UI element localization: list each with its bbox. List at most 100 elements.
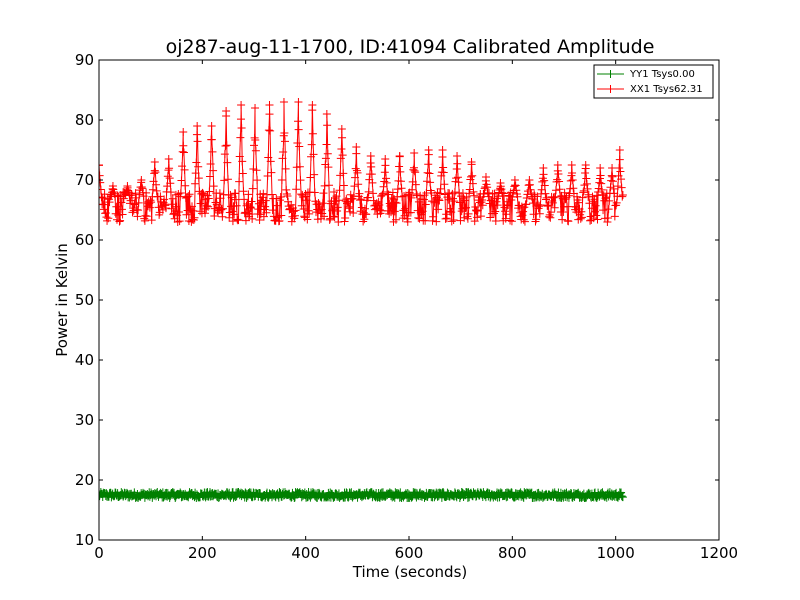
data-point bbox=[502, 197, 511, 206]
data-point bbox=[246, 204, 255, 213]
data-point bbox=[460, 196, 469, 205]
data-point bbox=[299, 205, 308, 214]
data-point bbox=[276, 193, 285, 202]
data-point bbox=[593, 215, 602, 224]
data-point bbox=[188, 202, 196, 211]
data-point bbox=[181, 181, 190, 190]
data-point bbox=[592, 211, 601, 220]
data-point bbox=[235, 177, 244, 186]
x-axis-label: Time (seconds) bbox=[352, 563, 468, 581]
data-point bbox=[581, 168, 590, 177]
data-point bbox=[330, 212, 339, 221]
data-point bbox=[225, 213, 234, 222]
data-point bbox=[294, 125, 303, 134]
data-point bbox=[104, 214, 113, 223]
data-point bbox=[337, 145, 346, 154]
data-point bbox=[450, 197, 459, 206]
data-point bbox=[425, 169, 434, 178]
data-point bbox=[463, 493, 472, 502]
legend-label-yy1: YY1 Tsys0.00 bbox=[629, 69, 695, 80]
data-point bbox=[421, 216, 430, 225]
data-point bbox=[179, 148, 188, 157]
data-point bbox=[294, 98, 303, 106]
data-point bbox=[368, 178, 377, 187]
data-point bbox=[549, 193, 558, 202]
y-tick-label: 70 bbox=[75, 171, 94, 189]
y-tick-label: 50 bbox=[75, 291, 94, 309]
x-tick-label: 800 bbox=[498, 544, 527, 562]
data-point bbox=[328, 205, 337, 214]
data-point bbox=[295, 142, 304, 151]
data-point bbox=[519, 207, 528, 216]
data-point bbox=[279, 98, 288, 106]
data-point bbox=[498, 188, 506, 197]
data-point bbox=[218, 212, 227, 221]
data-point bbox=[262, 208, 271, 217]
data-point bbox=[150, 166, 159, 175]
data-point bbox=[584, 190, 593, 199]
data-point bbox=[247, 197, 256, 206]
data-point bbox=[550, 203, 559, 212]
data-point bbox=[117, 205, 126, 214]
data-point bbox=[230, 210, 239, 219]
data-point bbox=[307, 140, 316, 149]
data-point bbox=[118, 210, 127, 219]
data-point bbox=[609, 184, 618, 193]
data-point bbox=[581, 164, 590, 173]
data-point bbox=[582, 174, 591, 183]
legend-label-xx1: XX1 Tsys62.31 bbox=[630, 84, 703, 95]
data-point bbox=[546, 213, 555, 222]
data-point bbox=[378, 189, 387, 198]
data-point bbox=[367, 170, 376, 179]
data-point bbox=[205, 187, 214, 196]
data-point bbox=[411, 180, 420, 189]
data-point bbox=[320, 181, 329, 190]
data-point bbox=[563, 216, 572, 225]
data-point bbox=[334, 196, 343, 205]
data-point bbox=[164, 166, 173, 175]
data-point bbox=[387, 208, 396, 217]
data-point bbox=[542, 193, 551, 202]
data-point bbox=[574, 198, 583, 207]
data-point bbox=[277, 176, 286, 185]
data-point bbox=[525, 180, 534, 189]
data-point bbox=[130, 200, 139, 209]
data-point bbox=[237, 101, 246, 109]
data-point bbox=[278, 154, 287, 163]
data-point bbox=[294, 117, 303, 126]
data-point bbox=[322, 110, 331, 118]
data-point bbox=[567, 161, 576, 169]
data-point bbox=[407, 193, 416, 202]
data-point bbox=[486, 213, 495, 222]
data-point bbox=[454, 178, 463, 187]
data-point bbox=[290, 211, 299, 220]
data-point bbox=[251, 135, 260, 144]
data-point bbox=[131, 189, 140, 198]
data-point bbox=[291, 206, 300, 215]
data-point bbox=[468, 179, 477, 188]
data-point bbox=[268, 206, 277, 215]
data-point bbox=[401, 204, 410, 213]
series-yy1 bbox=[99, 488, 627, 502]
data-point bbox=[319, 189, 328, 198]
data-point bbox=[99, 200, 108, 209]
data-point bbox=[447, 217, 456, 226]
data-point bbox=[605, 196, 614, 205]
data-point bbox=[489, 201, 498, 210]
data-point bbox=[202, 201, 211, 210]
data-point bbox=[209, 166, 218, 175]
data-point bbox=[582, 179, 591, 188]
y-tick-label: 40 bbox=[75, 351, 94, 369]
data-point bbox=[395, 162, 404, 171]
data-point bbox=[281, 164, 290, 173]
data-point bbox=[127, 191, 136, 200]
data-point bbox=[147, 198, 156, 207]
data-point bbox=[232, 195, 241, 204]
data-point bbox=[604, 205, 613, 214]
data-point bbox=[160, 195, 169, 204]
ticks-layer: 0 200 400 600 800 1000 1200 10 20 30 40 50 60 70 80 90 bbox=[75, 51, 738, 562]
data-point bbox=[209, 182, 218, 191]
data-point bbox=[258, 198, 267, 207]
y-axis-label: Power in Kelvin bbox=[53, 243, 71, 357]
